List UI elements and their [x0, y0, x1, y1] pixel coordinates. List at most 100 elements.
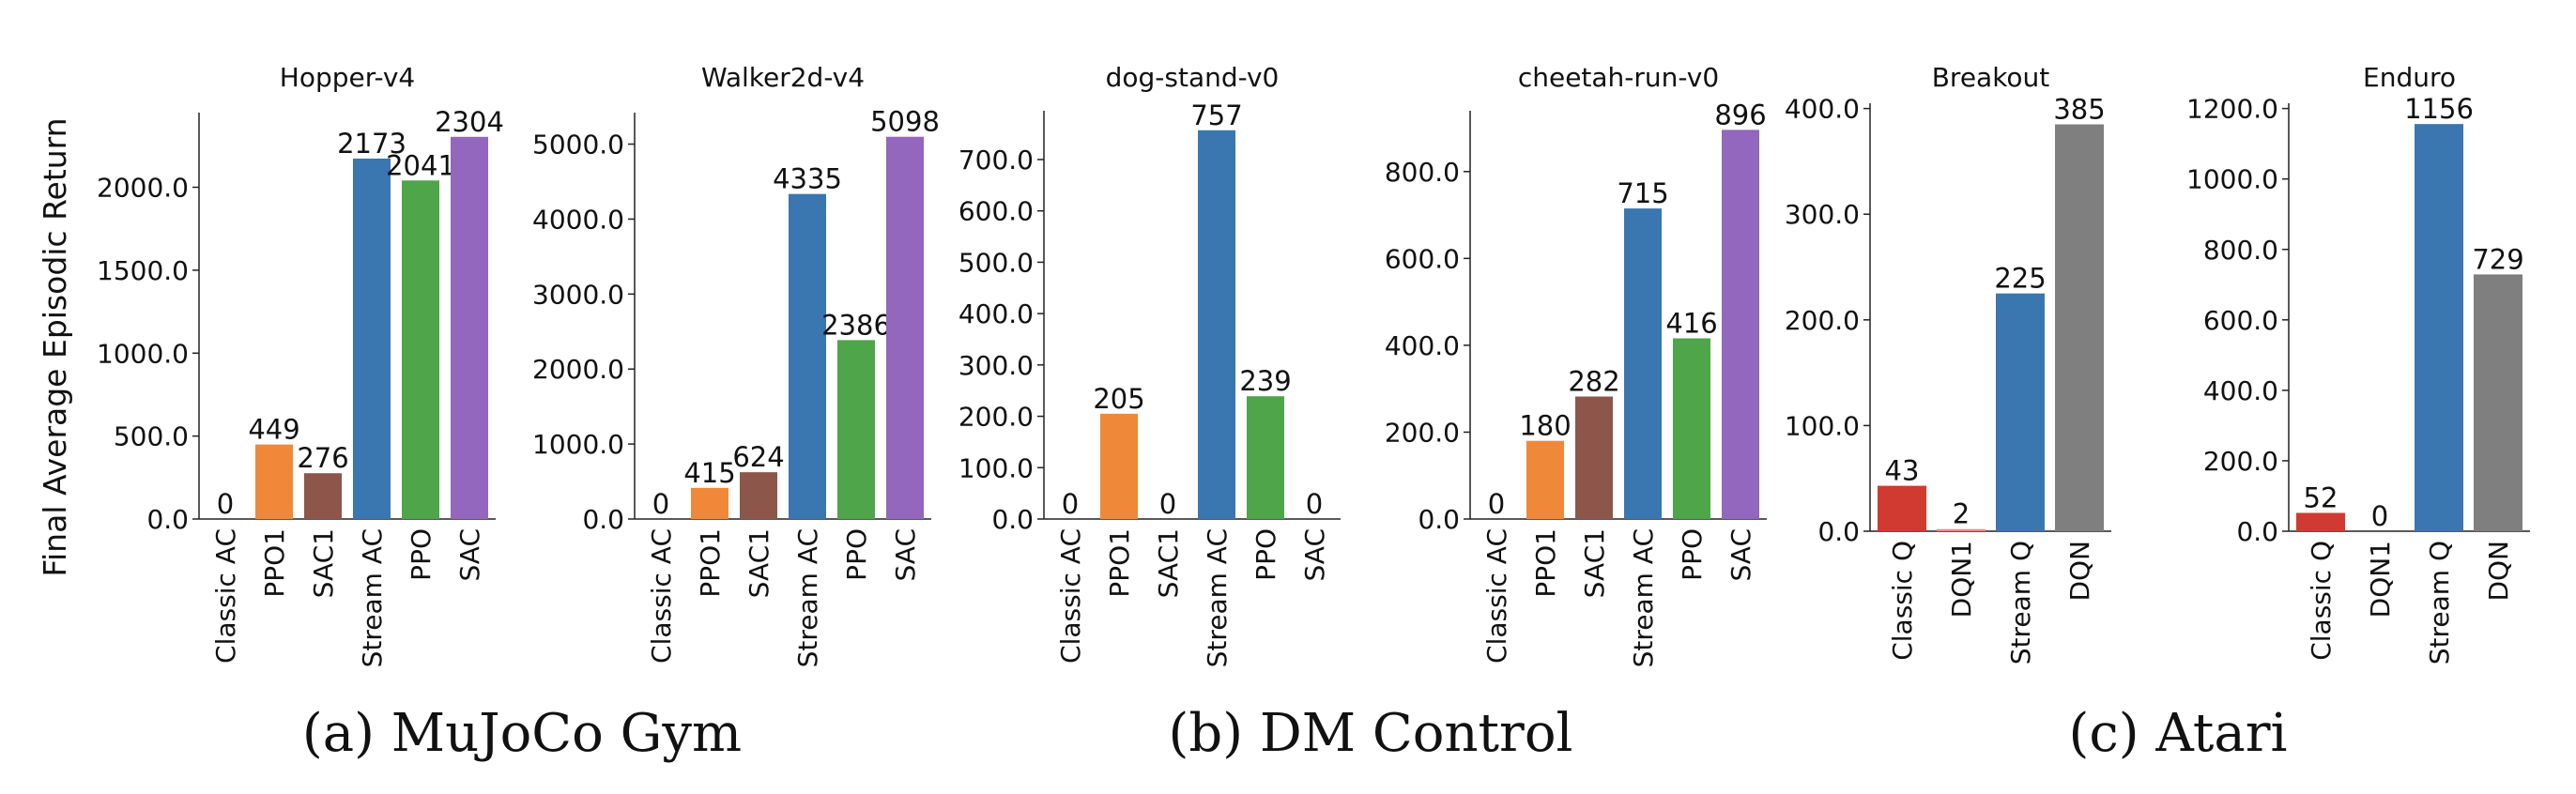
value-label-dog-stand-v0-sac: 0: [1306, 488, 1323, 520]
value-label-cheetah-run-v0-ppo: 416: [1665, 307, 1717, 339]
category-label-breakout-dqn1: DQN1: [1946, 541, 1977, 618]
bar-enduro-dqn: [2474, 274, 2522, 531]
category-label-hopper-v4-ppo: PPO: [406, 528, 437, 581]
chart-enduro: Enduro 0.0 200.0 400.0 600.0 800.0 1000.0 1200.…: [2186, 62, 2530, 664]
y-tick-label-cheetah-run-v0: 0.0: [1418, 504, 1460, 535]
y-tick-label-dog-stand-v0: 600.0: [958, 196, 1034, 227]
bar-hopper-v4-sac1: [304, 473, 342, 519]
value-label-cheetah-run-v0-ppo1: 180: [1519, 410, 1571, 442]
y-tick-label-cheetah-run-v0: 200.0: [1385, 417, 1460, 448]
y-tick-label-enduro: 400.0: [2203, 375, 2278, 406]
y-tick-label-enduro: 800.0: [2203, 235, 2278, 266]
y-tick-label-walker2d-v4: 1000.0: [532, 429, 624, 460]
chart-cheetah-run-v0: cheetah-run-v0 0.0 200.0 400.0 600.0 800.0 0 Cl…: [1385, 62, 1767, 667]
bar-walker2d-v4-stream-ac: [789, 193, 826, 520]
y-tick-label-walker2d-v4: 0.0: [582, 504, 624, 535]
category-label-enduro-dqn: DQN: [2483, 541, 2514, 602]
y-tick-label-breakout: 200.0: [1785, 305, 1860, 336]
chart-title-enduro: Enduro: [2363, 62, 2456, 93]
category-label-dog-stand-v0-sac1: SAC1: [1153, 528, 1184, 598]
value-label-hopper-v4-stream-ac: 2173: [337, 128, 406, 160]
value-label-hopper-v4-sac: 2304: [435, 106, 504, 138]
y-tick-label-enduro: 1000.0: [2186, 164, 2278, 195]
bar-breakout-classic-q: [1878, 485, 1926, 531]
category-label-hopper-v4-sac: SAC: [454, 528, 485, 582]
bar-walker2d-v4-sac1: [740, 472, 777, 519]
value-label-dog-stand-v0-ppo1: 205: [1093, 383, 1144, 415]
shared-y-axis-label: Final Average Episodic Return: [37, 117, 73, 576]
y-tick-label-walker2d-v4: 3000.0: [532, 279, 624, 310]
y-tick-label-hopper-v4: 2000.0: [97, 173, 189, 204]
caption-mujoco-gym: (a) MuJoCo Gym: [302, 703, 742, 764]
category-label-breakout-dqn: DQN: [2064, 541, 2095, 602]
y-tick-label-dog-stand-v0: 300.0: [958, 350, 1034, 381]
category-label-walker2d-v4-ppo1: PPO1: [695, 528, 726, 598]
value-label-dog-stand-v0-sac1: 0: [1159, 488, 1176, 520]
category-label-dog-stand-v0-classic-ac: Classic AC: [1055, 528, 1086, 664]
y-tick-label-enduro: 1200.0: [2186, 94, 2278, 125]
y-tick-label-dog-stand-v0: 0.0: [991, 504, 1034, 535]
bar-cheetah-run-v0-ppo1: [1526, 440, 1564, 519]
category-label-cheetah-run-v0-sac: SAC: [1725, 528, 1756, 582]
bar-cheetah-run-v0-sac1: [1575, 396, 1613, 519]
category-label-cheetah-run-v0-ppo: PPO: [1677, 528, 1708, 581]
category-label-breakout-classic-q: Classic Q: [1887, 541, 1918, 661]
value-label-walker2d-v4-classic-ac: 0: [652, 488, 669, 520]
bar-walker2d-v4-sac: [886, 136, 924, 519]
bar-enduro-stream-q: [2415, 124, 2463, 532]
category-label-walker2d-v4-ppo: PPO: [841, 528, 872, 581]
category-label-walker2d-v4-classic-ac: Classic AC: [646, 528, 677, 664]
y-tick-label-cheetah-run-v0: 800.0: [1385, 157, 1460, 188]
y-tick-label-dog-stand-v0: 400.0: [958, 298, 1034, 329]
bar-cheetah-run-v0-stream-ac: [1624, 208, 1662, 519]
y-tick-label-walker2d-v4: 5000.0: [532, 130, 624, 160]
value-label-enduro-stream-q: 1156: [2404, 93, 2474, 125]
value-label-dog-stand-v0-ppo: 239: [1239, 365, 1291, 397]
y-tick-label-dog-stand-v0: 200.0: [958, 402, 1034, 433]
chart-breakout: Breakout 0.0 100.0 200.0 300.0 400.0 43 Classic…: [1785, 62, 2111, 664]
value-label-breakout-dqn1: 2: [1953, 498, 1970, 530]
category-label-dog-stand-v0-ppo: PPO: [1250, 528, 1281, 581]
category-label-dog-stand-v0-sac: SAC: [1299, 528, 1330, 582]
value-label-breakout-dqn: 385: [2053, 94, 2105, 126]
value-label-hopper-v4-ppo1: 449: [248, 414, 299, 446]
category-label-dog-stand-v0-stream-ac: Stream AC: [1202, 528, 1233, 667]
value-label-enduro-dqn: 729: [2472, 243, 2523, 275]
chart-hopper-v4: Hopper-v4 0.0 500.0 1000.0 1500.0 2000.0 0 Clas…: [97, 62, 504, 667]
bar-breakout-dqn: [2055, 124, 2104, 531]
value-label-walker2d-v4-ppo1: 415: [683, 457, 735, 489]
value-label-walker2d-v4-sac: 5098: [870, 106, 940, 138]
category-label-enduro-dqn1: DQN1: [2365, 541, 2396, 618]
y-tick-label-enduro: 200.0: [2203, 446, 2278, 477]
bar-hopper-v4-ppo: [402, 180, 439, 519]
value-label-breakout-classic-q: 43: [1885, 455, 1920, 487]
value-label-walker2d-v4-sac1: 624: [732, 441, 784, 473]
value-label-cheetah-run-v0-sac1: 282: [1568, 366, 1619, 398]
y-tick-label-breakout: 0.0: [1817, 516, 1860, 547]
y-tick-label-hopper-v4: 1500.0: [97, 255, 189, 286]
y-tick-label-hopper-v4: 500.0: [114, 421, 189, 452]
category-label-enduro-classic-q: Classic Q: [2306, 541, 2337, 661]
value-label-walker2d-v4-stream-ac: 4335: [773, 163, 842, 195]
y-tick-label-enduro: 600.0: [2203, 305, 2278, 336]
chart-title-cheetah-run-v0: cheetah-run-v0: [1518, 62, 1719, 93]
y-tick-label-dog-stand-v0: 500.0: [958, 247, 1034, 278]
y-tick-label-cheetah-run-v0: 600.0: [1385, 243, 1460, 274]
category-label-dog-stand-v0-ppo1: PPO1: [1104, 528, 1135, 598]
bar-dog-stand-v0-ppo1: [1100, 413, 1138, 519]
value-label-cheetah-run-v0-sac: 896: [1714, 99, 1766, 130]
bar-walker2d-v4-ppo1: [691, 487, 728, 519]
chart-title-dog-stand-v0: dog-stand-v0: [1106, 62, 1280, 93]
value-label-hopper-v4-sac1: 276: [297, 442, 348, 474]
value-label-dog-stand-v0-classic-ac: 0: [1062, 488, 1079, 520]
value-label-enduro-classic-q: 52: [2304, 481, 2338, 513]
bar-walker2d-v4-ppo: [837, 340, 875, 519]
category-label-cheetah-run-v0-classic-ac: Classic AC: [1481, 528, 1512, 664]
category-label-hopper-v4-stream-ac: Stream AC: [357, 528, 388, 667]
y-tick-label-walker2d-v4: 2000.0: [532, 354, 624, 385]
caption-dm-control: (b) DM Control: [1169, 703, 1573, 764]
chart-panels: Hopper-v40.0500.01000.01500.02000.00Clas…: [97, 62, 2530, 667]
value-label-walker2d-v4-ppo: 2386: [821, 309, 891, 341]
category-label-hopper-v4-ppo1: PPO1: [259, 528, 290, 598]
value-label-cheetah-run-v0-classic-ac: 0: [1488, 488, 1505, 520]
